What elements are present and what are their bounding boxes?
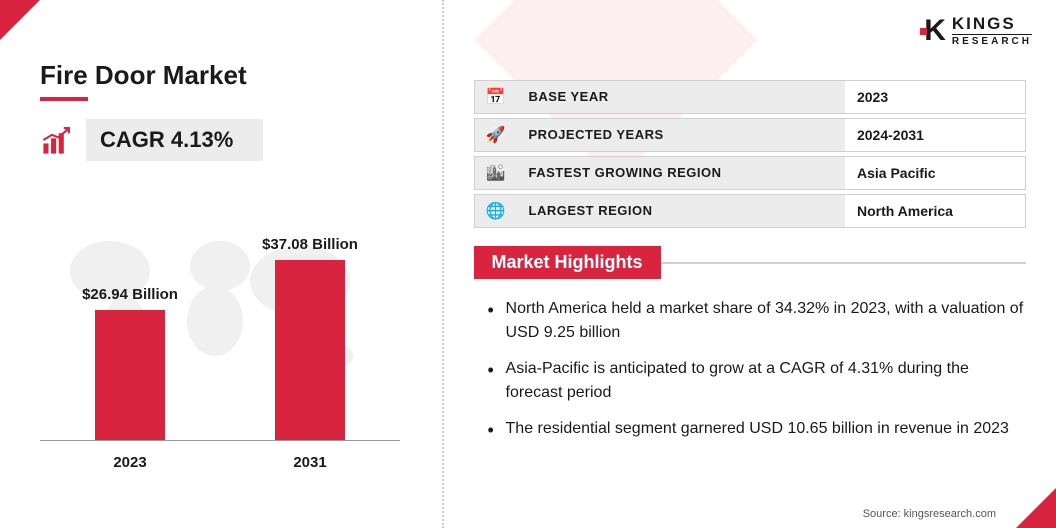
highlight-item: The residential segment garnered USD 10.… — [484, 417, 1026, 441]
cagr-row: CAGR 4.13% — [40, 119, 412, 161]
highlight-item: North America held a market share of 34.… — [484, 297, 1026, 345]
info-row-projected-years: 🚀 PROJECTED YEARS 2024-2031 — [474, 118, 1026, 152]
globe-icon: 🌐 — [475, 195, 517, 227]
bar-value-label: $37.08 Billion — [262, 236, 358, 254]
bar-rect — [95, 310, 165, 440]
growth-chart-icon — [40, 123, 74, 157]
info-label: BASE YEAR — [517, 81, 845, 113]
x-axis-label: 2023 — [70, 446, 190, 471]
bar-plot-area: $26.94 Billion $37.08 Billion — [40, 201, 400, 441]
info-label: FASTEST GROWING REGION — [517, 157, 845, 189]
info-value: Asia Pacific — [845, 157, 1025, 189]
building-icon: 🏙 — [475, 157, 517, 189]
title-underline — [40, 97, 88, 101]
info-label: LARGEST REGION — [517, 195, 845, 227]
highlights-divider — [661, 262, 1026, 264]
rocket-icon: 🚀 — [475, 119, 517, 151]
highlights-title: Market Highlights — [474, 246, 661, 279]
bar-item: $37.08 Billion — [250, 236, 370, 440]
info-row-fastest-region: 🏙 FASTEST GROWING REGION Asia Pacific — [474, 156, 1026, 190]
bar-item: $26.94 Billion — [70, 286, 190, 440]
bar-value-label: $26.94 Billion — [82, 286, 178, 304]
left-panel: Fire Door Market CAGR 4.13% — [0, 0, 444, 528]
logo-sub: RESEARCH — [952, 34, 1032, 47]
calendar-icon: 📅 — [475, 81, 517, 113]
bar-rect — [275, 260, 345, 440]
highlights-header: Market Highlights — [474, 246, 1026, 279]
info-row-largest-region: 🌐 LARGEST REGION North America — [474, 194, 1026, 228]
cagr-value: CAGR 4.13% — [86, 119, 263, 161]
x-axis: 2023 2031 — [40, 446, 400, 471]
source-attribution: Source: kingsresearch.com — [863, 508, 996, 520]
highlights-list: North America held a market share of 34.… — [474, 297, 1026, 441]
highlight-item: Asia-Pacific is anticipated to grow at a… — [484, 357, 1026, 405]
info-value: North America — [845, 195, 1025, 227]
info-row-base-year: 📅 BASE YEAR 2023 — [474, 80, 1026, 114]
info-label: PROJECTED YEARS — [517, 119, 845, 151]
page-title: Fire Door Market — [40, 60, 412, 91]
logo-brand: KINGS — [952, 15, 1032, 32]
info-value: 2023 — [845, 81, 1025, 113]
info-table: 📅 BASE YEAR 2023 🚀 PROJECTED YEARS 2024-… — [474, 80, 1026, 228]
logo-mark: K — [924, 14, 946, 48]
info-value: 2024-2031 — [845, 119, 1025, 151]
x-axis-label: 2031 — [250, 446, 370, 471]
bar-chart: $26.94 Billion $37.08 Billion 2023 2031 — [40, 171, 400, 471]
brand-logo: K KINGS RESEARCH — [924, 14, 1032, 48]
right-panel: K KINGS RESEARCH 📅 BASE YEAR 2023 🚀 PROJ… — [444, 0, 1056, 528]
